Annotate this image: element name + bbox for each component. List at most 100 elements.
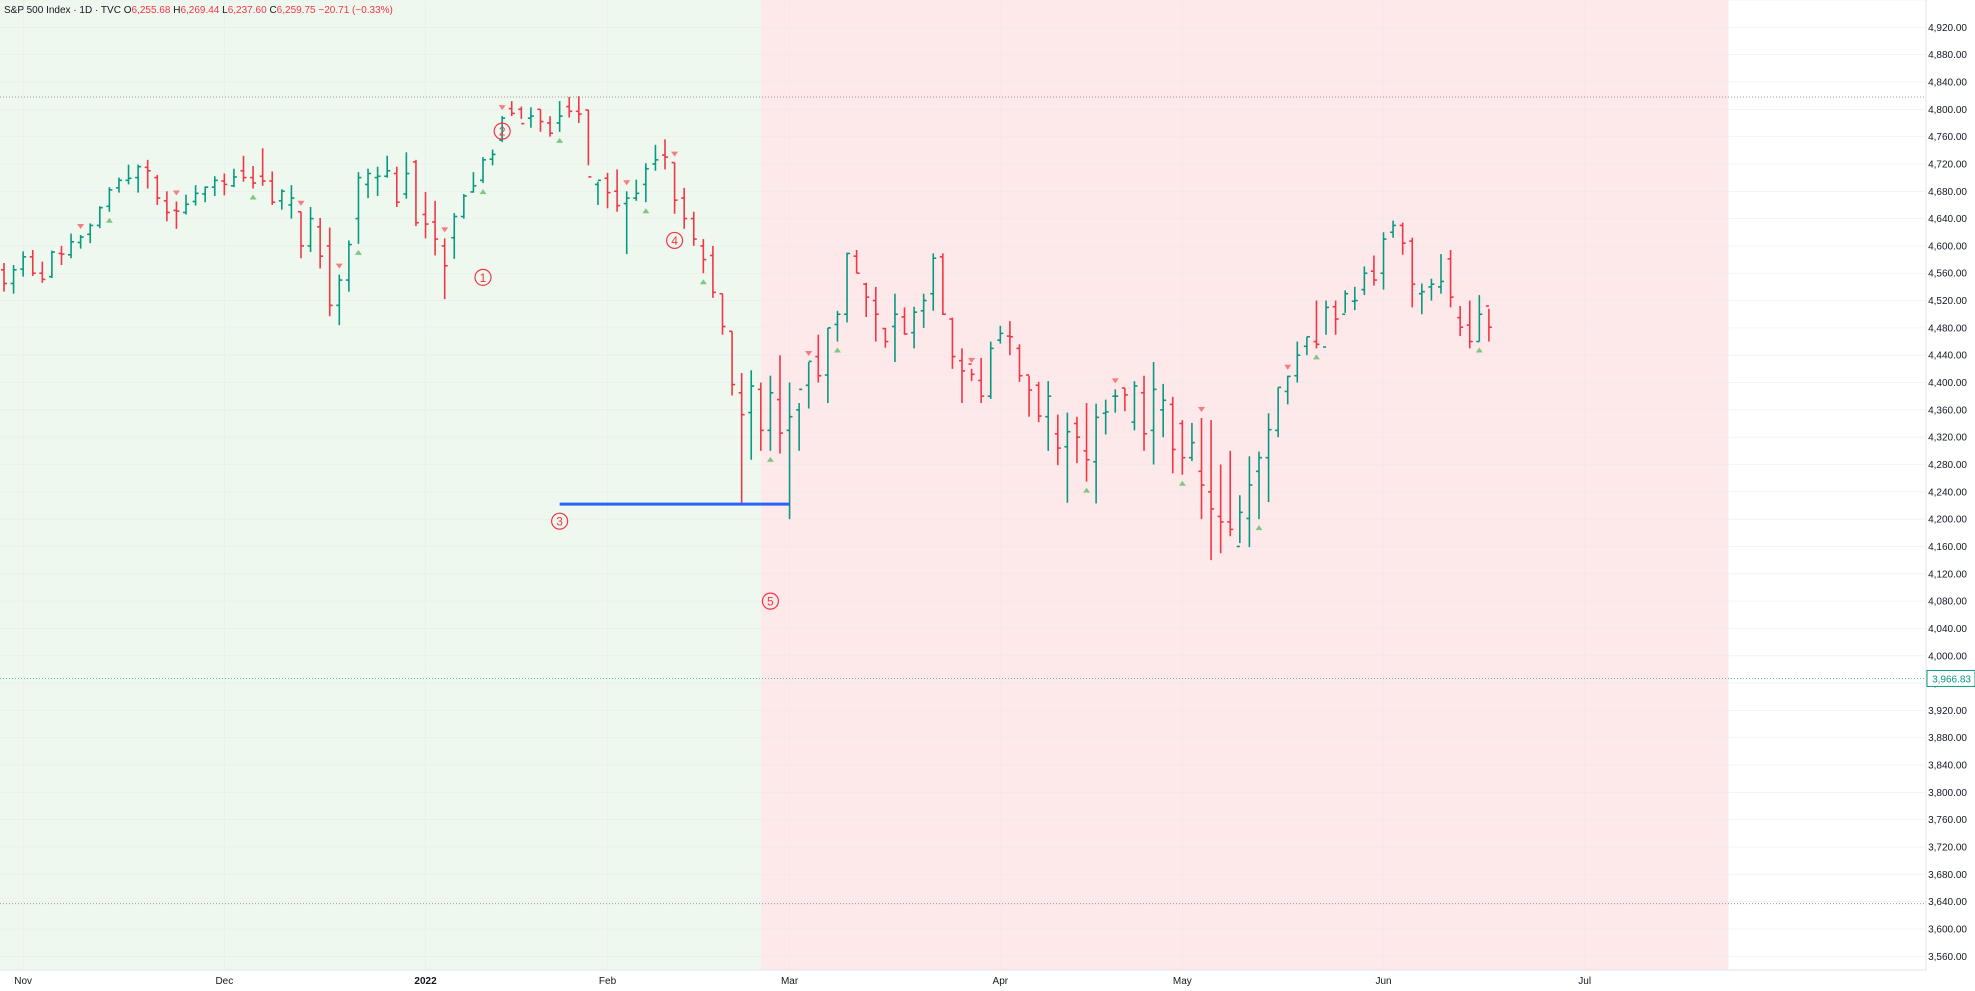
ohlc-bar bbox=[125, 164, 132, 185]
ohlc-bar bbox=[451, 213, 458, 259]
legend-low-value: 6,237.60 bbox=[227, 5, 267, 16]
ohlc-bar bbox=[1236, 495, 1243, 548]
price-tick-label: 3,800.00 bbox=[1928, 788, 1967, 799]
pivot-low-marker bbox=[1475, 347, 1483, 353]
ohlc-bar bbox=[480, 157, 486, 184]
ohlc-bar bbox=[796, 388, 803, 451]
ohlc-bar bbox=[1179, 420, 1186, 475]
pivot-high-marker bbox=[441, 227, 449, 233]
price-tick-label: 4,720.00 bbox=[1928, 159, 1967, 170]
ohlc-bar bbox=[1380, 232, 1387, 290]
ohlc-bar bbox=[508, 101, 515, 117]
ohlc-bar bbox=[642, 163, 649, 203]
ohlc-bar bbox=[1198, 418, 1205, 520]
ohlc-bar bbox=[1064, 412, 1071, 503]
ohlc-bar bbox=[834, 310, 841, 342]
dotted-levels bbox=[0, 96, 1926, 905]
time-axis-background bbox=[0, 970, 1926, 991]
ohlc-bar bbox=[1073, 416, 1080, 464]
pivot-high-marker bbox=[1284, 364, 1292, 370]
ohlc-bar bbox=[202, 186, 209, 203]
ohlc-bar bbox=[1217, 464, 1224, 554]
legend-open-value: 6,255.68 bbox=[131, 5, 171, 16]
ohlc-bar bbox=[1447, 250, 1454, 308]
ohlc-bar bbox=[307, 206, 314, 253]
ohlc-bar bbox=[949, 317, 956, 369]
ohlc-bar bbox=[1150, 362, 1157, 465]
ohlc-bar bbox=[1121, 387, 1128, 412]
ohlc-bar bbox=[393, 166, 400, 207]
legend-high-label: H bbox=[173, 5, 181, 16]
ohlc-bar bbox=[978, 357, 985, 404]
ohlc-bar bbox=[499, 116, 506, 143]
numbered-point-circle bbox=[551, 512, 569, 530]
price-tick-label: 4,480.00 bbox=[1928, 323, 1967, 334]
price-tick-label: 3,680.00 bbox=[1928, 870, 1967, 881]
price-tick-label: 4,000.00 bbox=[1928, 651, 1967, 662]
ohlc-bar bbox=[566, 97, 573, 118]
price-tick-label: 4,520.00 bbox=[1928, 296, 1967, 307]
time-axis[interactable]: Nov Dec 2022 Feb Mar Apr May Jun Jul bbox=[0, 969, 1926, 991]
ohlc-bar bbox=[441, 238, 448, 300]
price-tick-label: 3,600.00 bbox=[1928, 925, 1967, 936]
price-tick-label: 4,920.00 bbox=[1928, 23, 1967, 34]
last-price-box[interactable] bbox=[1926, 669, 1975, 687]
ohlc-bar bbox=[1476, 295, 1483, 343]
ohlc-bar bbox=[269, 171, 276, 205]
pivot-high-marker bbox=[968, 357, 976, 363]
ohlc-bar bbox=[115, 177, 122, 193]
price-tick-label: 4,040.00 bbox=[1928, 624, 1967, 635]
ohlc-bar bbox=[786, 382, 793, 520]
ohlc-bar bbox=[1390, 220, 1397, 238]
pivot-high-marker bbox=[1198, 407, 1205, 413]
ohlc-bar bbox=[757, 382, 764, 451]
ohlc-bar bbox=[1083, 403, 1090, 482]
ohlc-bar bbox=[183, 194, 190, 215]
price-axis-background bbox=[1926, 0, 1975, 991]
price-tick-label: 4,440.00 bbox=[1928, 351, 1967, 362]
numbered-point-label: 1 bbox=[480, 271, 487, 285]
ohlc-bar bbox=[365, 168, 372, 199]
ohlc-bar bbox=[1246, 456, 1253, 548]
ohlc-bar bbox=[662, 139, 669, 170]
pivot-low-marker bbox=[766, 456, 774, 462]
pivot-low-marker bbox=[556, 137, 564, 143]
legend-change: −20.71 (−0.33%) bbox=[318, 5, 393, 16]
ohlc-bar bbox=[1006, 321, 1013, 356]
ohlc-bar bbox=[1294, 341, 1301, 383]
numbered-point: 5 bbox=[761, 592, 780, 610]
pivot-low-marker bbox=[354, 249, 362, 255]
price-tick-label: 3,920.00 bbox=[1928, 706, 1967, 717]
ohlc-bar bbox=[853, 250, 860, 275]
ohlc-bar bbox=[154, 174, 161, 205]
pivot-high-marker bbox=[1111, 378, 1119, 384]
ohlc-bar bbox=[1016, 344, 1023, 382]
legend-high-value: 6,269.44 bbox=[180, 5, 220, 16]
ohlc-bar bbox=[106, 187, 113, 212]
pivot-low-marker bbox=[479, 189, 487, 195]
ohlc-bar bbox=[460, 194, 467, 219]
price-tick-label: 4,280.00 bbox=[1928, 460, 1967, 471]
ohlc-bar bbox=[173, 201, 180, 229]
pivot-low-marker bbox=[642, 208, 650, 214]
last-price-label: 3,966.83 bbox=[1932, 674, 1971, 685]
ohlc-bar bbox=[700, 239, 707, 274]
ohlc-bar bbox=[87, 223, 94, 244]
pivot-high-marker bbox=[671, 151, 679, 157]
ohlc-bar bbox=[1026, 374, 1033, 417]
ohlc-bar bbox=[1054, 414, 1061, 466]
price-tick-label: 4,560.00 bbox=[1928, 269, 1967, 280]
ohlc-bar bbox=[547, 116, 554, 137]
legend-open-label: O bbox=[123, 5, 132, 16]
ohlc-bar bbox=[259, 148, 266, 186]
price-tick-label: 4,200.00 bbox=[1928, 515, 1967, 526]
time-tick-label: Apr bbox=[993, 976, 1009, 987]
ohlc-bar bbox=[250, 165, 257, 189]
numbered-point: 3 bbox=[551, 512, 569, 530]
time-tick-label: Jul bbox=[1578, 976, 1591, 987]
ohlc-bar bbox=[1466, 300, 1473, 349]
pivot-high-marker bbox=[335, 263, 343, 269]
ohlc-bar bbox=[738, 372, 745, 505]
